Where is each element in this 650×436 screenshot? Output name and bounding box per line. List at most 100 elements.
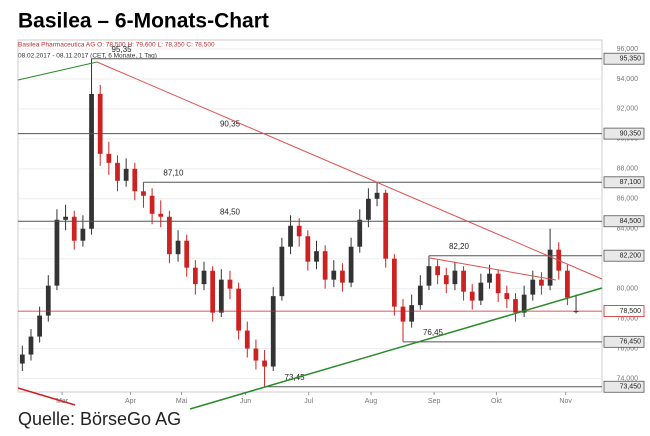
chart-period: 08.02.2017 - 08.11.2017 (CET, 6 Monate, … [18,53,157,60]
candle-body [123,168,129,181]
candle-body [374,192,380,199]
candle-body [262,360,267,367]
y-tick-label: 74,000 [617,375,639,382]
candle-body [106,153,112,163]
candle-body [539,279,544,286]
candle-body [348,246,354,283]
candle-body [210,270,216,313]
trend-lines [17,61,603,410]
candle-body [296,225,302,237]
candle-body [244,330,250,349]
y-tick-label: 92,000 [617,106,639,113]
plot-frame [17,39,603,393]
level-label: 84,50 [220,207,241,216]
candle-body [530,279,536,295]
y-tick-label: 78,000 [617,315,639,322]
x-tick-label: Jul [304,398,313,405]
y-tick-label: 94,000 [617,76,639,83]
candle-body [409,305,415,322]
candle-body [400,306,406,322]
x-tick-label: Jun [240,398,251,405]
candle-body [175,240,181,255]
trend-line [429,257,557,281]
level-tag-box [603,305,645,318]
trend-line [17,61,98,81]
candle-body [391,258,397,307]
candle-body [417,285,423,306]
candle-body [322,251,328,280]
level-tag-box [603,380,645,393]
candle-body [270,296,276,367]
level-tag: 82,200 [620,253,642,260]
candle-body [314,251,319,262]
candle-body [218,279,224,313]
level-label: 87,10 [163,168,184,177]
chart-subtitle: Basilea Pharmaceutica AG O: 78,500 H: 79… [18,42,215,49]
candle-body [97,93,103,154]
candle-body [19,354,25,364]
candle-body [478,282,484,301]
x-tick-label: Sep [428,398,441,405]
candle-body [201,270,207,285]
plot-area: 74,00076,00078,00080,00082,00084,00086,0… [17,39,645,405]
candle-body [573,311,579,313]
trend-line [189,287,603,410]
level-tag: 78,500 [620,308,642,315]
candle-body [89,93,94,229]
candle-body [435,266,440,276]
candle-body [184,240,190,268]
candle-body [565,270,570,298]
x-tick-label: Apr [125,398,137,405]
candle-body [443,275,449,285]
level-label: 82,20 [449,242,470,251]
candle-body [227,279,233,289]
candle-body [37,315,43,337]
trend-line [17,387,76,406]
y-tick-label: 86,000 [617,196,639,203]
level-tag: 95,350 [620,56,642,63]
level-tag: 87,100 [620,179,642,186]
candle-body [504,293,510,300]
candle-body [521,294,527,313]
candle-body [547,249,553,286]
level-label: 73,45 [285,373,306,382]
x-tick-label: Nov [559,398,572,405]
level-tag: 76,450 [620,339,642,346]
candle-body [192,267,198,285]
candle-body [331,270,337,280]
x-tick-label: Mai [176,398,188,405]
candle-body [45,285,51,316]
candle-body [132,168,138,192]
candle-body [487,273,492,283]
y-tick-label: 96,000 [617,46,639,53]
candle-body [279,246,285,297]
level-tag: 73,450 [620,384,642,391]
level-tag-box [603,176,645,189]
level-label: 95,35 [112,45,133,54]
level-label: 76,45 [423,328,444,337]
candle-body [158,213,164,217]
candle-body [426,266,432,286]
level-tag-box [603,335,645,348]
level-tag-box [603,127,645,140]
candle-body [63,216,68,220]
level-label: 90,35 [220,120,241,129]
candle-body [28,336,34,355]
candle-body [383,192,389,259]
candle-body [305,236,311,262]
candle-body [340,270,345,283]
candle-body [253,348,259,361]
candle-body [54,219,60,286]
chart-title: Basilea – 6-Monats-Chart [18,10,269,33]
candle-body [452,270,458,285]
source-note: Quelle: BörseGo AG [18,409,181,429]
candle-body [513,299,518,313]
candle-body [366,198,371,220]
candle-body [80,228,86,241]
y-tick-label: 88,000 [617,166,639,173]
level-tag-box [603,249,645,262]
y-tick-label: 84,000 [617,226,639,233]
candle-body [236,288,242,331]
candle-body [115,162,120,181]
